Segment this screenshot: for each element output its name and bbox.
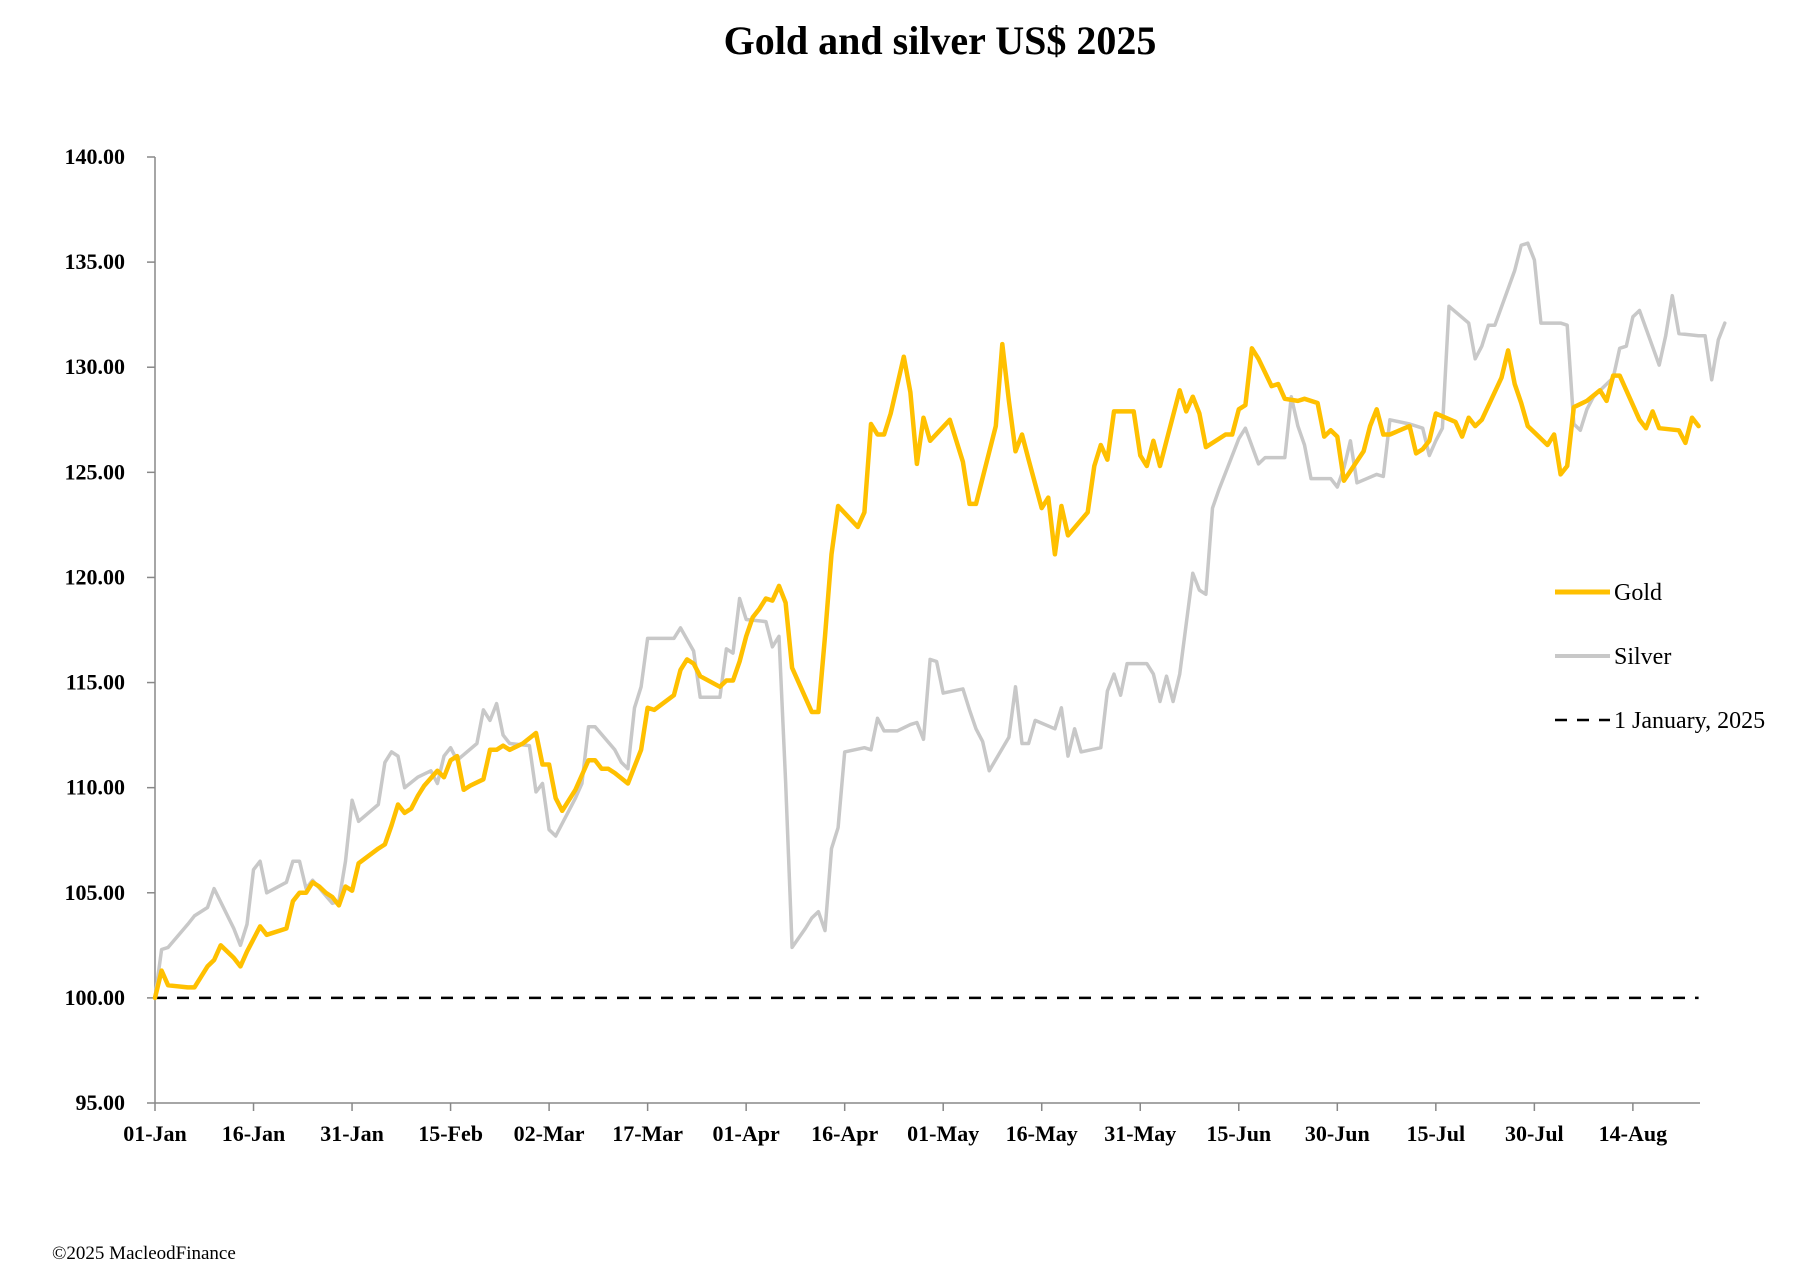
y-tick-label: 100.00 [65, 985, 126, 1010]
y-tick-label: 125.00 [65, 459, 126, 484]
y-tick-label: 120.00 [65, 564, 126, 589]
legend-label: 1 January, 2025 [1614, 708, 1765, 734]
y-tick-label: 110.00 [66, 775, 125, 800]
x-tick-label: 17-Mar [612, 1121, 683, 1146]
legend-label: Silver [1614, 644, 1671, 670]
copyright-note: ©2025 MacleodFinance [52, 1243, 236, 1264]
x-tick-label: 01-Apr [713, 1121, 780, 1146]
x-tick-label: 30-Jun [1305, 1121, 1370, 1146]
y-tick-label: 115.00 [66, 670, 125, 695]
x-tick-label: 15-Jun [1206, 1121, 1271, 1146]
y-tick-label: 105.00 [65, 880, 126, 905]
x-tick-label: 01-Jan [123, 1121, 187, 1146]
y-tick-label: 140.00 [65, 144, 126, 169]
x-tick-label: 15-Feb [418, 1121, 483, 1146]
y-tick-label: 95.00 [76, 1090, 126, 1115]
plot-area: 95.00 100.00 105.00 110.00 115.00 120.00 125.0… [65, 144, 1727, 1146]
x-tick-label: 30-Jul [1505, 1121, 1564, 1146]
x-tick-label: 16-May [1006, 1121, 1078, 1146]
legend-label: Gold [1614, 580, 1662, 606]
x-tick-label: 16-Apr [811, 1121, 878, 1146]
series-line-silver [153, 241, 1727, 1000]
x-tick-label: 16-Jan [222, 1121, 286, 1146]
x-tick-label: 02-Mar [514, 1121, 585, 1146]
legend: Gold Silver 1 January, 2025 [1555, 580, 1765, 734]
x-tick-label: 15-Jul [1406, 1121, 1465, 1146]
y-tick-label: 130.00 [65, 354, 126, 379]
series-line-gold [152, 341, 1701, 1001]
x-tick-label: 31-May [1104, 1121, 1176, 1146]
chart-title: Gold and silver US$ 2025 [724, 18, 1157, 63]
x-tick-label: 01-May [907, 1121, 979, 1146]
y-tick-label: 135.00 [65, 249, 126, 274]
x-tick-label: 14-Aug [1599, 1121, 1667, 1146]
x-tick-label: 31-Jan [320, 1121, 384, 1146]
